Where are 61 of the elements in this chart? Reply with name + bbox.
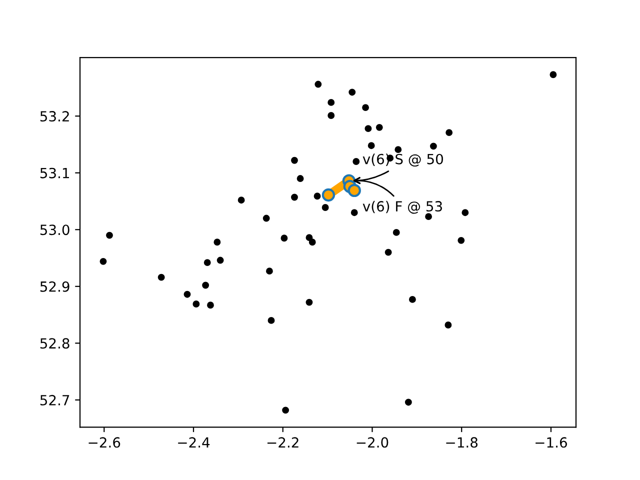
point — [158, 274, 165, 281]
point — [100, 258, 107, 265]
point — [266, 268, 273, 275]
point — [306, 234, 313, 242]
point — [384, 248, 392, 256]
point — [444, 322, 452, 328]
point — [348, 88, 356, 96]
point — [328, 112, 335, 119]
point — [350, 209, 358, 216]
x-tick-label: −2.0 — [356, 437, 388, 448]
y-tick-label: 52.7 — [40, 394, 70, 406]
point — [308, 238, 316, 246]
point — [314, 80, 322, 88]
point — [282, 406, 290, 414]
point — [352, 158, 360, 165]
point — [408, 296, 416, 303]
x-tick-label: −2.4 — [178, 437, 210, 448]
point — [348, 184, 361, 198]
point — [296, 175, 304, 182]
point — [425, 213, 432, 220]
point — [322, 188, 336, 202]
point — [394, 146, 402, 154]
point — [204, 259, 211, 266]
point — [280, 234, 288, 242]
point — [362, 104, 370, 112]
point — [430, 142, 437, 150]
point — [550, 71, 557, 78]
point — [207, 302, 214, 309]
point — [192, 300, 200, 308]
y-tick-label: 53.0 — [40, 224, 70, 236]
point — [314, 192, 321, 200]
point — [446, 129, 453, 136]
point — [376, 124, 383, 131]
y-tick-label: 53.1 — [40, 168, 69, 178]
y-tick-label: 52.8 — [40, 338, 70, 349]
point — [262, 214, 270, 222]
point — [291, 194, 298, 201]
y-tick-label: 52.9 — [40, 281, 70, 292]
x-tick-label: −2.2 — [267, 437, 298, 448]
y-tick-label: 53.2 — [40, 111, 69, 122]
point — [404, 398, 412, 406]
point — [462, 209, 469, 216]
annotation: v(6) F @ 53 — [362, 200, 442, 214]
x-tick-label: −2.6 — [88, 437, 120, 448]
x-tick-label: −1.8 — [446, 437, 478, 448]
point — [268, 316, 275, 324]
point — [328, 98, 335, 106]
point — [106, 232, 113, 239]
point — [364, 125, 372, 132]
point — [291, 156, 298, 164]
point — [392, 228, 400, 236]
point — [306, 298, 313, 306]
point — [214, 238, 221, 246]
x-tick-label: −1.6 — [536, 437, 567, 448]
point — [368, 142, 375, 150]
point — [322, 204, 329, 211]
point — [184, 290, 191, 298]
point — [216, 256, 224, 264]
point — [202, 282, 210, 289]
point — [458, 236, 465, 244]
point — [238, 196, 245, 204]
